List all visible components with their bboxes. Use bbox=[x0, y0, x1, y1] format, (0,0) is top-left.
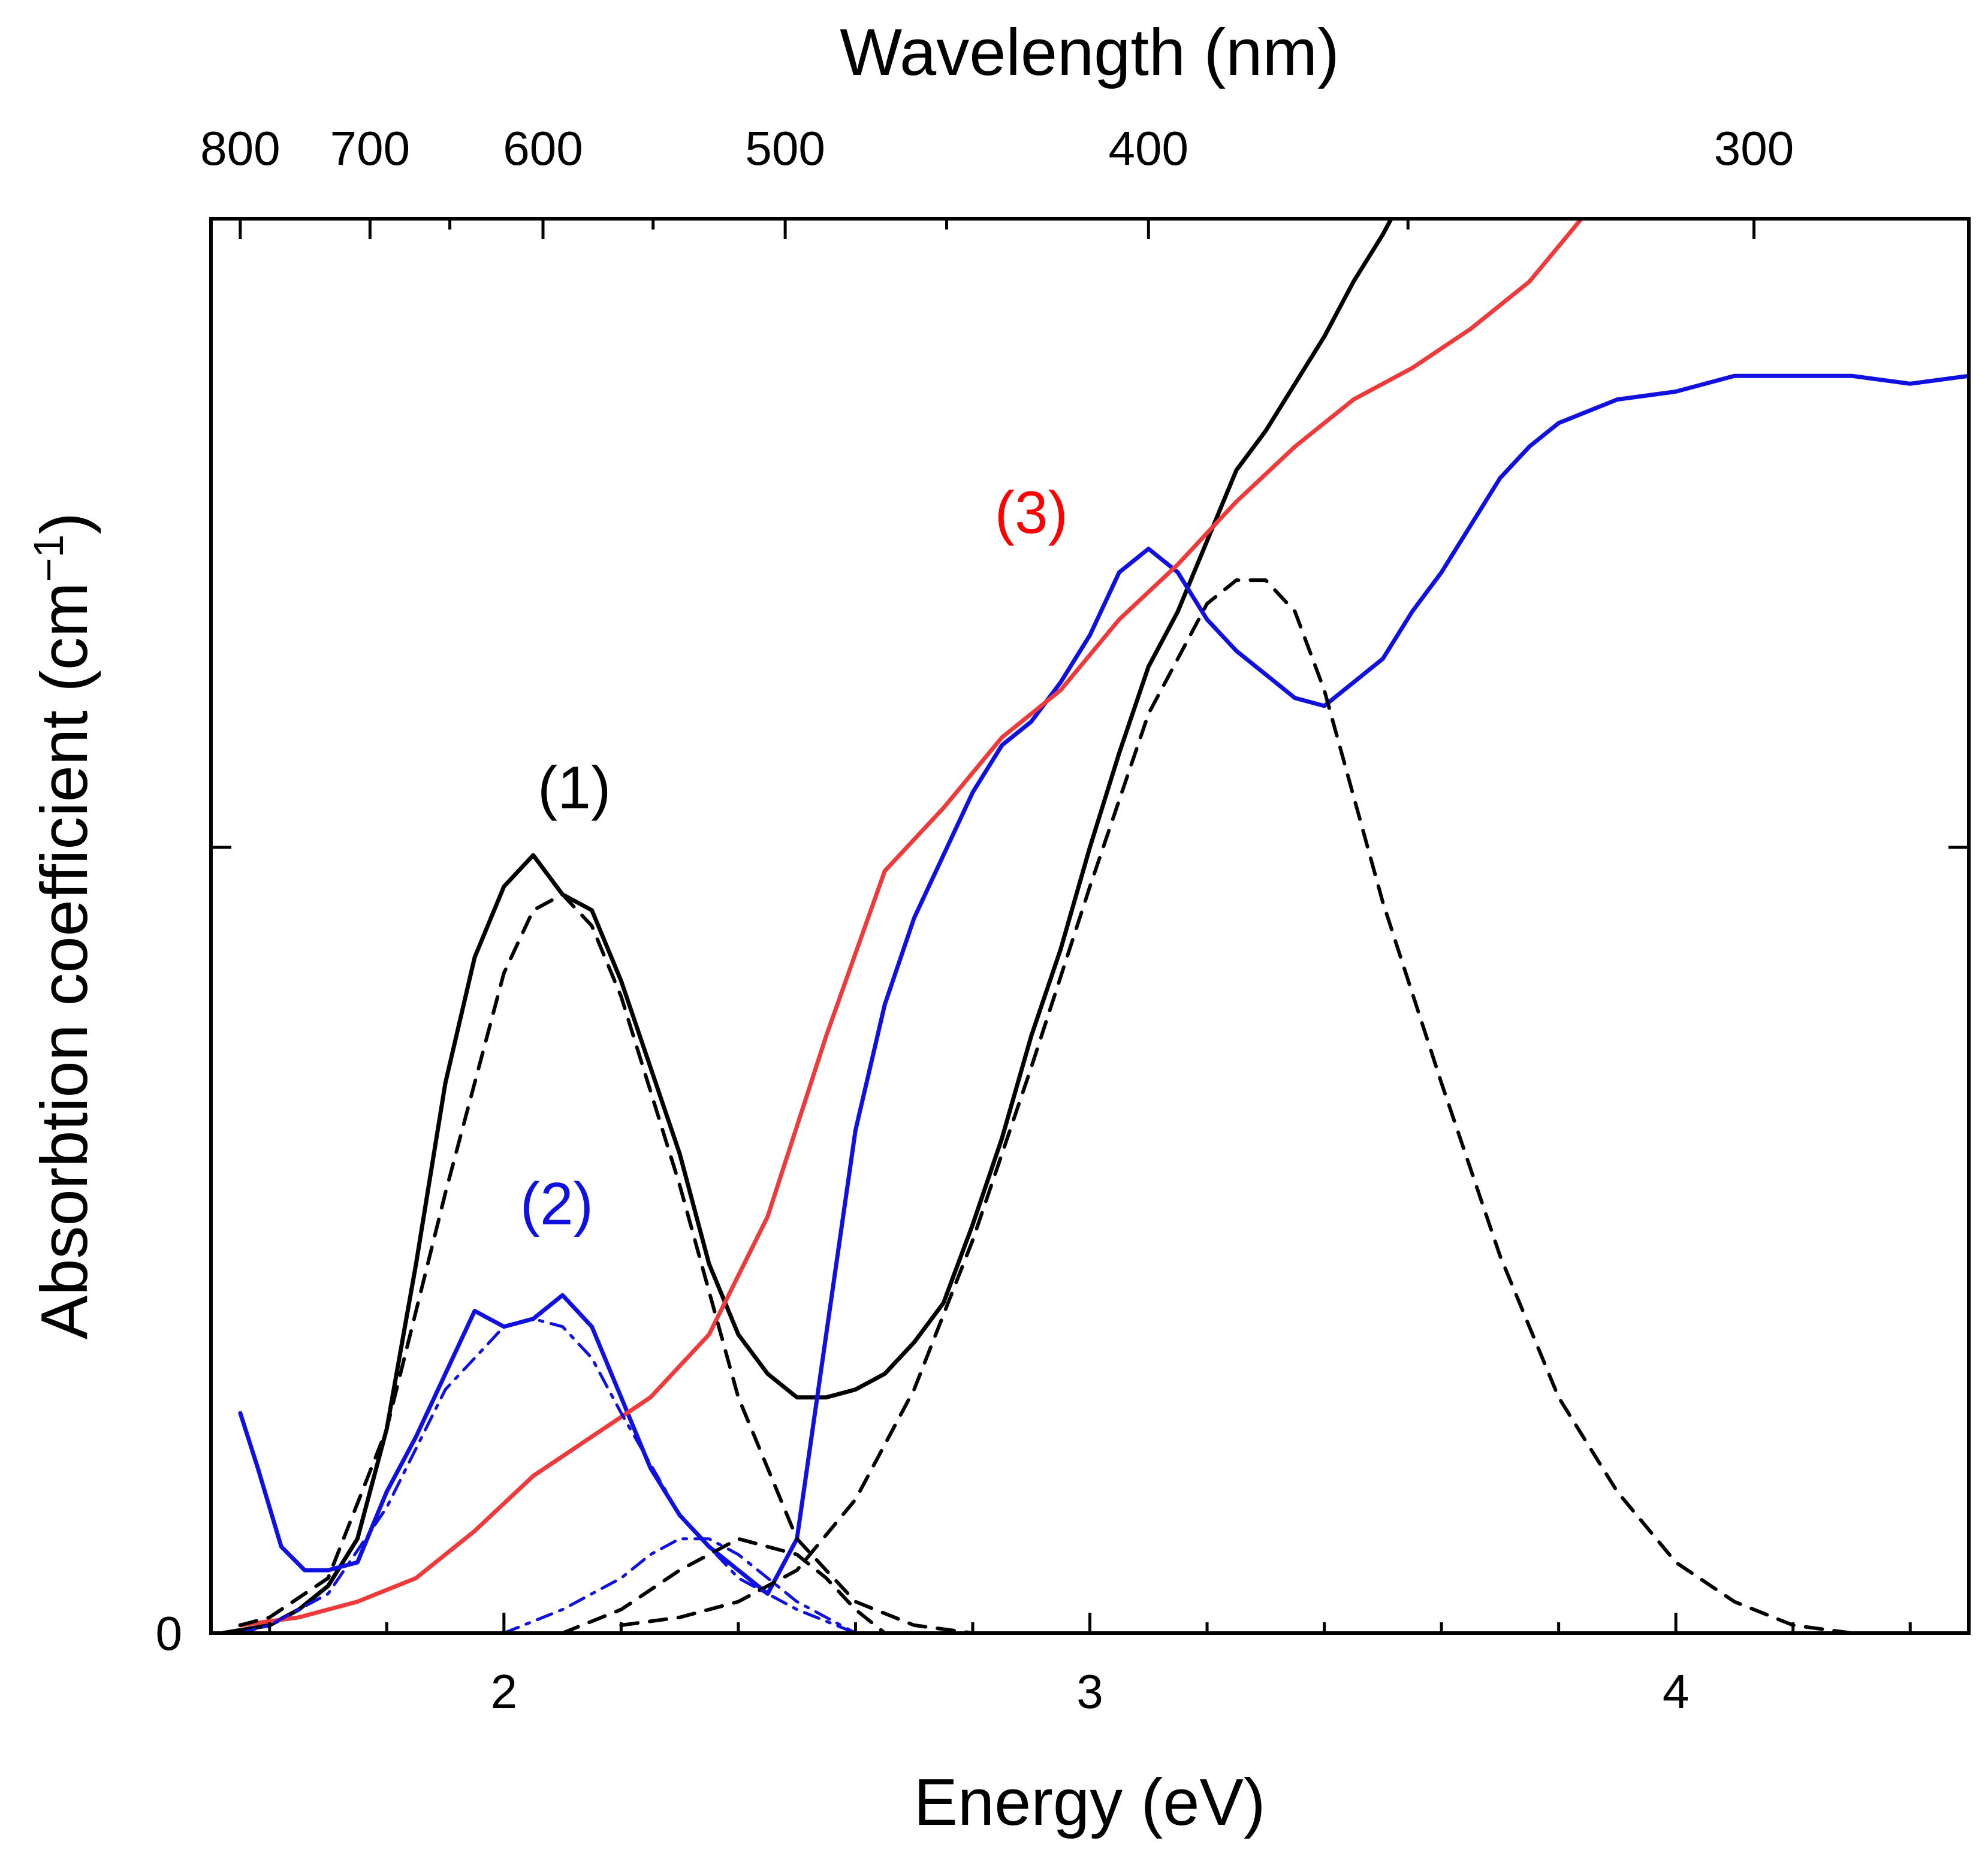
top-tick-label: 600 bbox=[503, 122, 583, 175]
series-3-line bbox=[238, 219, 1585, 1628]
series-fit-2b-line bbox=[502, 1537, 916, 1633]
y-axis-title-main: Absorbtion coefficient (cm bbox=[28, 582, 101, 1339]
series-fit-1-line bbox=[238, 892, 975, 1633]
y-axis-title: Absorbtion coefficient (cm−1) bbox=[25, 512, 101, 1339]
y-tick-label: 0 bbox=[156, 1607, 183, 1660]
x-tick-label: 2 bbox=[491, 1665, 518, 1718]
tick-labels: 2 3 4 0 800 700 600 500 400 300 bbox=[156, 122, 1794, 1718]
y-axis-title-exponent: −1 bbox=[25, 535, 72, 583]
series-fit-2a-line bbox=[239, 1317, 886, 1633]
x-tick-label: 4 bbox=[1663, 1665, 1690, 1718]
plot-lines bbox=[221, 219, 1969, 1633]
series-fit-3-line bbox=[619, 578, 1912, 1633]
top-tick-label: 500 bbox=[745, 122, 825, 175]
x-axis-title: Energy (eV) bbox=[914, 1766, 1266, 1839]
curve-label-3: (3) bbox=[995, 479, 1068, 546]
top-tick-label: 700 bbox=[330, 122, 410, 175]
plot-frame bbox=[209, 217, 1971, 1635]
x-tick-label: 3 bbox=[1076, 1665, 1103, 1718]
series-1-line bbox=[221, 219, 1394, 1633]
curve-label-1: (1) bbox=[538, 754, 611, 821]
series-2-line bbox=[238, 373, 1969, 1596]
top-axis-title: Wavelength (nm) bbox=[840, 16, 1339, 89]
series-fit-2-line bbox=[560, 1537, 887, 1633]
top-tick-label: 300 bbox=[1714, 122, 1794, 175]
y-axis-title-end: ) bbox=[28, 512, 101, 535]
top-tick-label: 400 bbox=[1109, 122, 1188, 175]
axis-ticks bbox=[211, 219, 1969, 1635]
curve-annotations: (1) (2) (3) bbox=[520, 479, 1068, 1238]
top-tick-label: 800 bbox=[200, 122, 280, 175]
curve-label-2: (2) bbox=[520, 1170, 593, 1238]
